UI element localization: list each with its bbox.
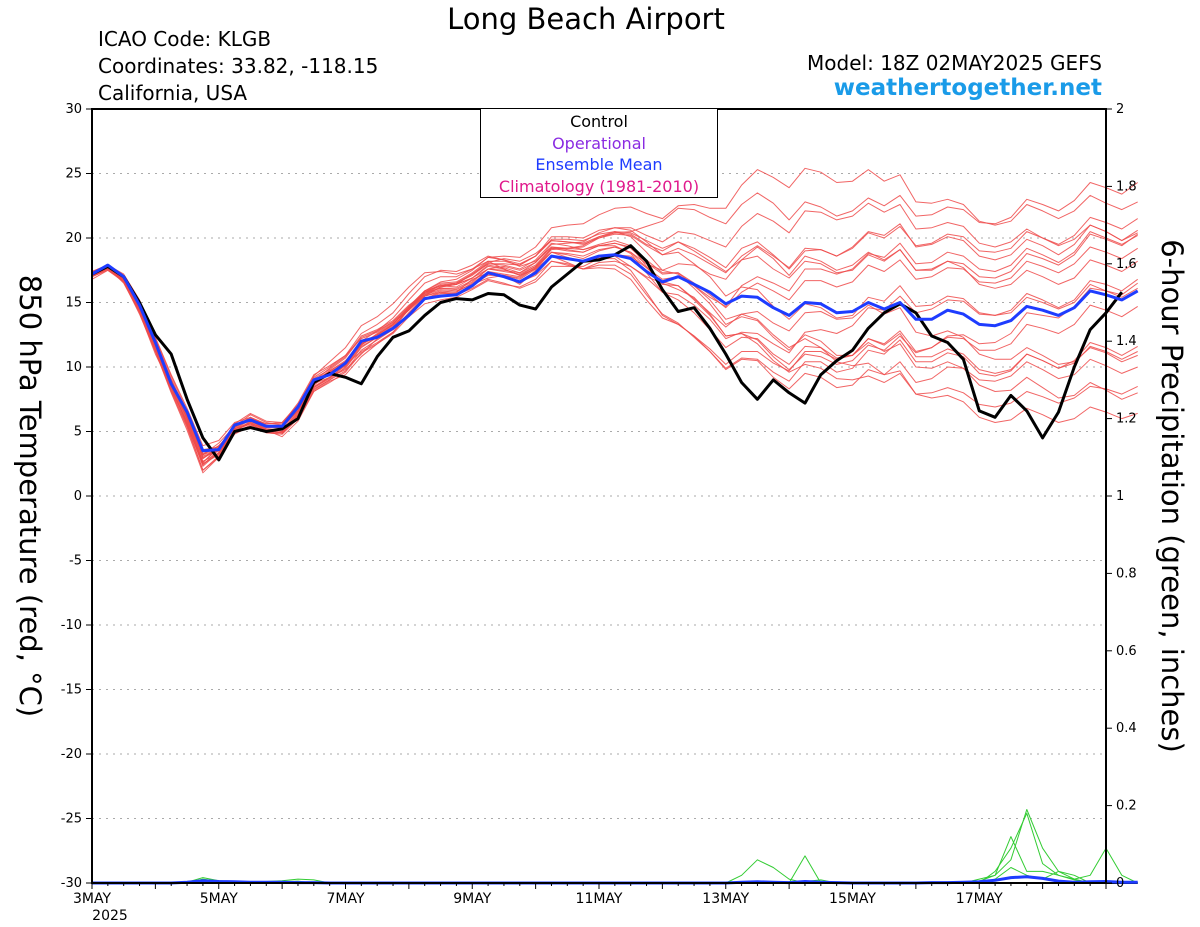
x-tick-label: 13MAY xyxy=(702,891,749,907)
member-precip-line xyxy=(92,809,1138,884)
y-right-tick-label: 1.8 xyxy=(1116,179,1137,194)
y-right-tick-label: 1.4 xyxy=(1116,334,1137,349)
y-right-tick-label: 2 xyxy=(1116,102,1124,117)
y-left-tick-label: 10 xyxy=(65,360,82,375)
ensemble-mean-line xyxy=(91,253,1139,453)
x-tick-label: 17MAY xyxy=(956,891,1003,907)
legend-control: Control xyxy=(570,112,628,131)
member-line xyxy=(91,260,1138,465)
legend-climatology: Climatology (1981-2010) xyxy=(498,176,700,196)
x-tick-label: 5MAY xyxy=(200,891,238,907)
y-left-tick-label: -15 xyxy=(61,683,82,698)
y-axis-right-label: 6-hour Precipitation (green, inches) xyxy=(1155,239,1189,753)
grid-lines xyxy=(92,173,1106,819)
y-right-tick-label: 0.8 xyxy=(1116,566,1137,581)
year-label: 2025 xyxy=(92,908,128,924)
axis-ticks: 302520151050-5-10-15-20-25-3021.81.61.41… xyxy=(61,102,1137,907)
coordinates: Coordinates: 33.82, -118.15 xyxy=(98,54,379,78)
y-left-tick-label: -5 xyxy=(69,554,82,569)
x-tick-label: 15MAY xyxy=(829,891,876,907)
y-right-tick-label: 1.6 xyxy=(1116,257,1137,272)
y-right-tick-label: 0.6 xyxy=(1116,644,1137,659)
member-precip-line xyxy=(92,812,1138,884)
legend-mean: Ensemble Mean xyxy=(535,155,663,174)
region: California, USA xyxy=(98,81,248,105)
model-run: Model: 18Z 02MAY2025 GEFS xyxy=(807,51,1102,75)
y-left-tick-label: 5 xyxy=(74,425,82,440)
y-left-tick-label: -25 xyxy=(61,812,82,827)
y-right-tick-label: 1.2 xyxy=(1116,412,1137,427)
legend: Control Operational Ensemble Mean Climat… xyxy=(480,108,718,198)
page-title: Long Beach Airport xyxy=(447,2,725,36)
legend-operational: Operational xyxy=(552,133,646,153)
site-link[interactable]: weathertogether.net xyxy=(833,75,1102,101)
control-line xyxy=(91,244,1123,462)
y-left-tick-label: -10 xyxy=(61,618,82,633)
x-tick-label: 7MAY xyxy=(326,891,364,907)
member-precip-line xyxy=(92,836,1138,884)
y-left-tick-label: -20 xyxy=(61,747,82,762)
member-line xyxy=(91,227,1138,467)
x-tick-label: 9MAY xyxy=(453,891,491,907)
y-right-tick-label: 0.4 xyxy=(1116,721,1137,736)
y-left-tick-label: -30 xyxy=(61,876,82,891)
y-axis-left-label: 850 hPa Temperature (red, °C) xyxy=(13,274,47,718)
x-tick-label: 3MAY xyxy=(73,891,111,907)
member-line xyxy=(91,242,1138,458)
y-left-tick-label: 25 xyxy=(65,167,82,182)
y-left-tick-label: 20 xyxy=(65,231,82,246)
x-tick-label: 11MAY xyxy=(576,891,623,907)
icao-code: ICAO Code: KLGB xyxy=(98,27,272,51)
y-left-tick-label: 30 xyxy=(65,102,82,117)
y-right-tick-label: 0 xyxy=(1116,876,1124,891)
member-line xyxy=(91,260,1138,466)
plot-lines xyxy=(91,167,1139,885)
y-left-tick-label: 0 xyxy=(74,489,82,504)
member-line xyxy=(91,240,1138,456)
y-left-tick-label: 15 xyxy=(65,296,82,311)
y-right-tick-label: 0.2 xyxy=(1116,799,1137,814)
member-line xyxy=(91,255,1138,451)
y-right-tick-label: 1 xyxy=(1116,489,1124,504)
